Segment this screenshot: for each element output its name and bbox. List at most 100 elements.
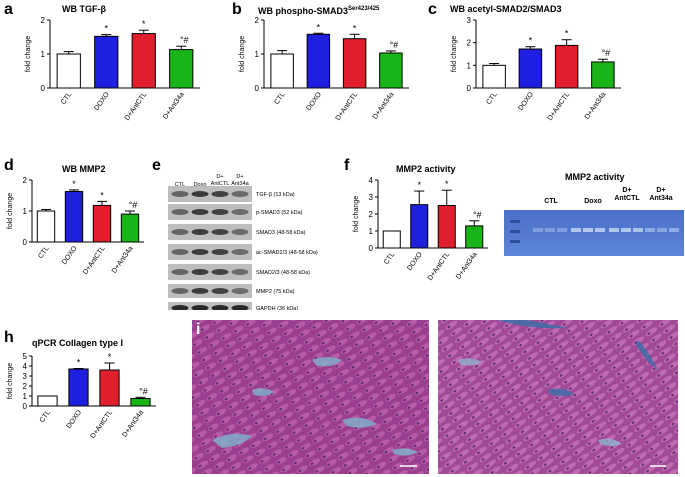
gel-ladder-band: [510, 240, 520, 243]
y-tick-label: 0: [41, 84, 46, 93]
panel-title-h: qPCR Collagen type I: [32, 338, 124, 348]
x-tick-label: CTL: [39, 409, 52, 424]
bar-0: [270, 53, 294, 89]
x-tick-label: DOXO: [305, 91, 323, 112]
panel-title-b: WB phospho-SMAD3Ser423/425: [258, 6, 380, 16]
x-tick-label: CTL: [37, 245, 50, 260]
x-tick-label: D+AntCTL: [335, 91, 360, 122]
gel-lane-band: [571, 228, 581, 232]
bar-0: [482, 64, 506, 89]
significance-mark: °#: [139, 386, 148, 396]
y-tick-label: 3: [369, 193, 374, 202]
gel-lane-band: [633, 228, 643, 232]
y-tick-label: 0: [23, 402, 28, 411]
gel-lane-band: [621, 228, 631, 232]
histology-image-left: [192, 320, 429, 474]
significance-mark: *: [417, 180, 421, 190]
y-tick-label: 2: [255, 16, 260, 25]
x-tick-label: D+Ant34a: [372, 91, 396, 121]
bar-1: [306, 33, 331, 89]
panel-letter-b: b: [232, 1, 242, 18]
blot-band-label: GAPDH (36 kDa): [256, 306, 298, 310]
significance-mark: °#: [180, 35, 189, 45]
blot-band: [231, 229, 249, 235]
gel-lane-band: [557, 228, 567, 232]
gel-lane-band: [657, 228, 667, 232]
blot-strip: [168, 224, 252, 240]
blot-band: [191, 249, 209, 255]
blot-strip: [168, 186, 252, 202]
gel-lane-band: [645, 228, 655, 232]
blot-band: [171, 249, 189, 255]
x-tick-label: CTL: [485, 91, 498, 106]
y-tick-label: 1: [369, 227, 374, 236]
blot-band-label: TGF-β (13 kDa): [256, 192, 295, 198]
y-tick-label: 2: [23, 382, 28, 391]
y-tick-label: 4: [23, 362, 28, 371]
blot-band: [171, 288, 189, 294]
x-tick-label: DOXO: [406, 251, 424, 272]
gel-ladder-band: [510, 220, 520, 223]
bar-1: [64, 190, 84, 243]
panel-letter-f: f: [344, 157, 350, 174]
x-tick-label: D+AntCTL: [427, 251, 452, 282]
blot-band: [211, 288, 229, 294]
bar-1: [94, 35, 119, 89]
x-tick-label: D+AntCTL: [547, 91, 572, 122]
significance-mark: °#: [473, 210, 482, 220]
bar-3: [379, 52, 403, 89]
x-tick-label: CTL: [383, 251, 396, 266]
bar-2: [554, 44, 579, 89]
significance-mark: °#: [129, 200, 138, 210]
gel-ladder-band: [510, 230, 520, 233]
gel-label-antctl: D+ AntCTL: [614, 187, 640, 202]
y-tick-label: 4: [369, 176, 374, 185]
blot-band: [191, 305, 209, 310]
blot-band: [231, 249, 249, 255]
blot-band: [191, 229, 209, 235]
panel-title-f: MMP2 activity: [396, 164, 456, 174]
bar-1: [410, 204, 429, 249]
panel-letter-i: i: [196, 321, 201, 338]
blot-band: [211, 209, 229, 215]
significance-mark: *: [100, 190, 104, 200]
y-tick-label: 0: [255, 84, 260, 93]
x-tick-label: D+AntCTL: [90, 409, 115, 440]
bar-3: [169, 49, 194, 89]
y-tick-label: 2: [23, 176, 28, 185]
blot-band: [211, 229, 229, 235]
gel-lane-band: [545, 228, 555, 232]
x-tick-label: DOXO: [66, 409, 84, 430]
blot-band: [231, 288, 249, 294]
panel-letter-d: d: [4, 157, 14, 174]
panel-title-d: WB MMP2: [62, 164, 106, 174]
blot-lane-label: D+: [236, 174, 243, 180]
chart-d: 0 1 2 fold change CTL * DOXO * D+AntCTL °# D+Ant34…: [7, 176, 144, 276]
gel-lane-band: [609, 228, 619, 232]
y-tick-label: 3: [467, 16, 472, 25]
y-tick-label: 3: [23, 372, 28, 381]
significance-mark: °#: [390, 40, 399, 50]
panel-letter-h: h: [4, 329, 14, 346]
blot-band: [211, 305, 229, 310]
blot-lane-label: Ant34a: [231, 181, 249, 187]
bar-2: [92, 204, 112, 243]
zymography-gel: [504, 210, 684, 256]
blot-band-label: p-SMAD3 (52 kDa): [256, 210, 303, 216]
bar-0: [37, 395, 58, 407]
bar-3: [120, 213, 140, 243]
chart-c: 0 1 2 3 fold change CTL * DOXO * D+AntCTL °# D+Ant3…: [451, 16, 621, 122]
bar-2: [342, 38, 367, 89]
bar-0: [36, 210, 56, 243]
y-tick-label: 1: [23, 392, 28, 401]
panel-letter-c: c: [428, 1, 437, 18]
y-tick-label: 2: [41, 16, 46, 25]
significance-mark: *: [565, 29, 569, 39]
y-tick-label: 0: [369, 244, 374, 253]
y-axis-label: fold change: [7, 363, 14, 399]
blot-band: [171, 191, 189, 197]
y-tick-label: 1: [255, 50, 260, 59]
histology-image-right: [438, 320, 678, 474]
blot-lane-label: CTL: [175, 182, 185, 188]
